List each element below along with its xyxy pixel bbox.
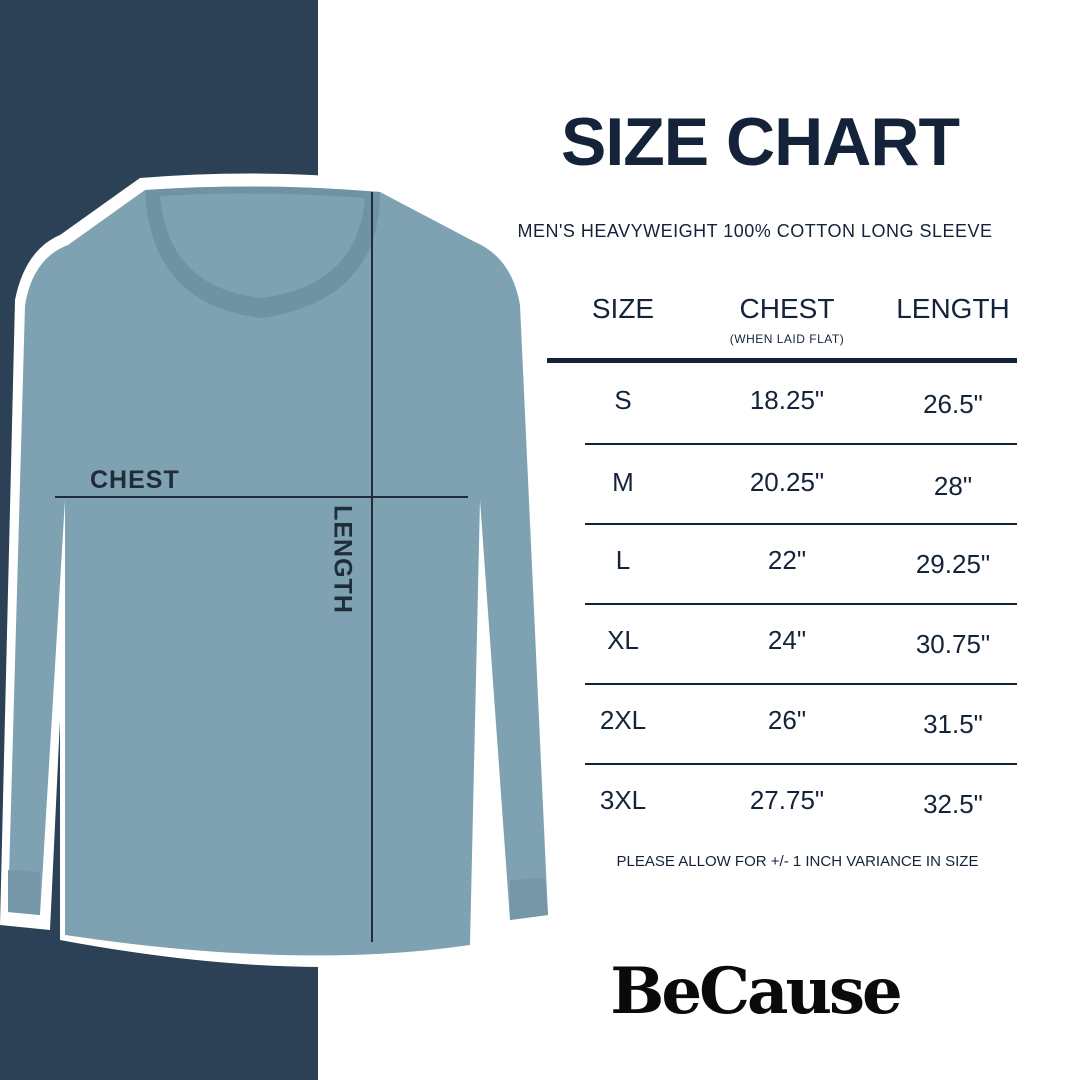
table-cell-length: 31.5" xyxy=(923,709,983,739)
table-cell-size: M xyxy=(612,467,634,497)
header-length: LENGTH xyxy=(896,293,1010,324)
long-sleeve-shirt-image xyxy=(0,173,560,968)
table-cell-size: 3XL xyxy=(599,785,647,815)
table-cell-chest: 22" xyxy=(767,545,807,575)
brand-logo: BeCause xyxy=(610,954,903,1029)
table-cell-length: 29.25" xyxy=(915,549,991,579)
chest-diagram-label: CHEST xyxy=(90,466,180,494)
table-cell-length: 30.75" xyxy=(915,629,991,659)
table-cell-chest: 27.75" xyxy=(749,785,825,815)
table-cell-chest: 26" xyxy=(767,705,807,735)
row-divider xyxy=(585,603,1017,605)
table-cell-length: 26.5" xyxy=(923,389,983,419)
table-cell-size: L xyxy=(615,545,631,575)
row-divider xyxy=(585,683,1017,685)
page-title: SIZE CHART xyxy=(561,104,960,180)
table-cell-chest: 20.25" xyxy=(749,467,825,497)
header-chest: CHEST xyxy=(739,293,835,324)
row-divider xyxy=(585,443,1017,445)
table-cell-size: XL xyxy=(607,625,639,655)
table-cell-size: 2XL xyxy=(599,705,647,735)
row-divider xyxy=(585,523,1017,525)
table-cell-length: 32.5" xyxy=(923,789,983,819)
header-chest-note: (WHEN LAID FLAT) xyxy=(729,332,845,346)
length-diagram-label: LENGTH xyxy=(328,505,357,614)
variance-note: PLEASE ALLOW FOR +/- 1 INCH VARIANCE IN … xyxy=(616,853,979,870)
table-cell-chest: 24" xyxy=(767,625,807,655)
row-divider xyxy=(585,763,1017,765)
header-divider xyxy=(547,358,1017,363)
table-cell-chest: 18.25" xyxy=(749,385,825,415)
subtitle: MEN'S HEAVYWEIGHT 100% COTTON LONG SLEEV… xyxy=(517,221,993,241)
table-cell-size: S xyxy=(614,385,632,415)
table-cell-length: 28" xyxy=(933,471,973,501)
header-size: SIZE xyxy=(591,293,655,324)
